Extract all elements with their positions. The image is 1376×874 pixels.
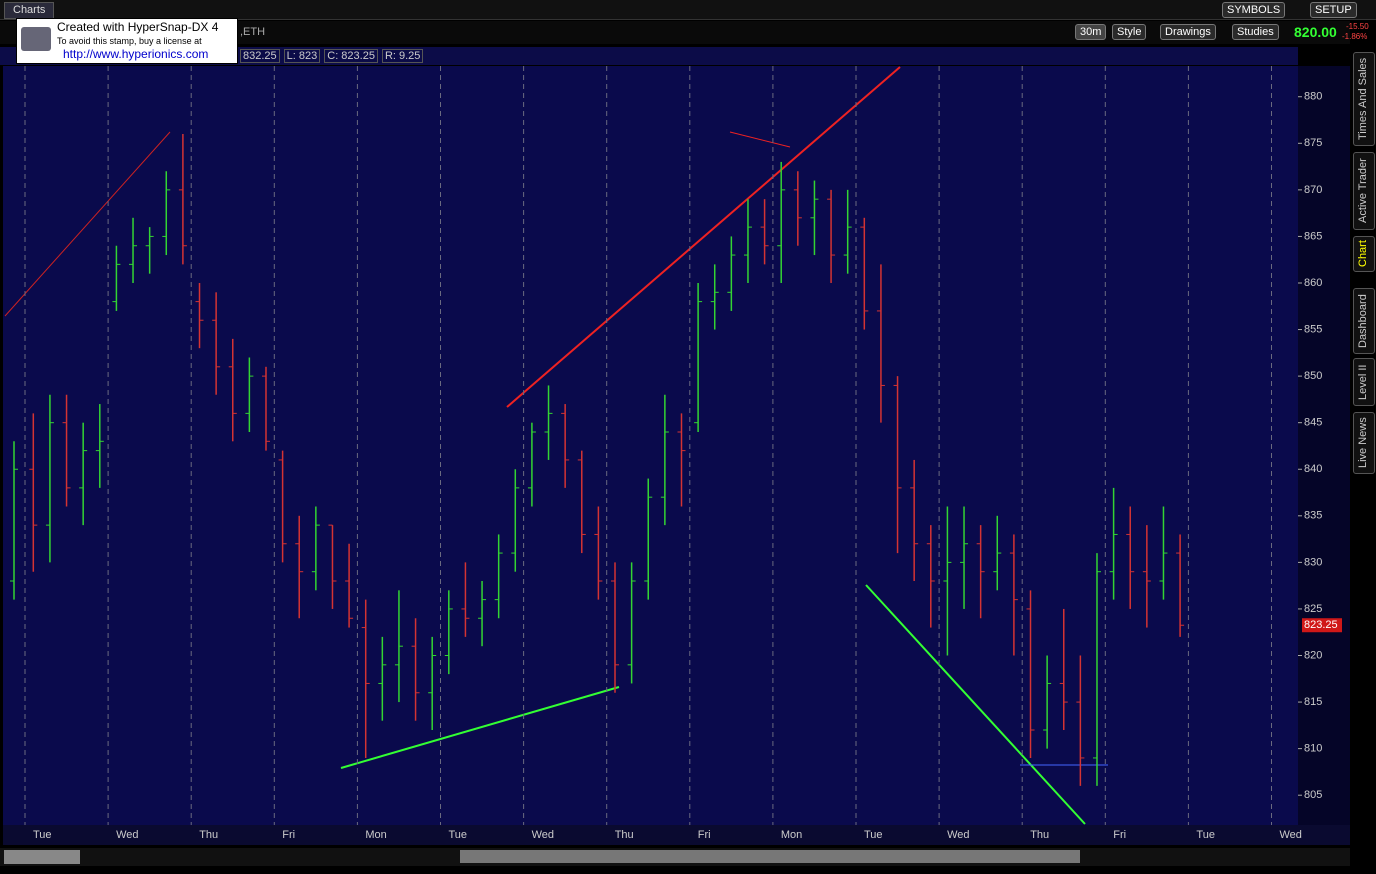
y-tick-label: 815	[1304, 696, 1322, 708]
price-axis	[1298, 66, 1350, 825]
x-tick-label: Mon	[781, 829, 802, 841]
y-tick-label: 855	[1304, 323, 1322, 335]
x-tick-label: Thu	[199, 829, 218, 841]
x-tick-label: Tue	[864, 829, 883, 841]
side-tab[interactable]: Live News	[1353, 412, 1375, 474]
info-item: C: 823.25	[324, 49, 378, 63]
style-button[interactable]: Style	[1112, 24, 1147, 40]
x-tick-label: Tue	[449, 829, 468, 841]
symbols-button[interactable]: SYMBOLS	[1222, 2, 1286, 18]
plot-area	[3, 66, 1298, 825]
side-tab[interactable]: Active Trader	[1353, 152, 1375, 230]
info-item: L: 823	[283, 49, 321, 63]
y-tick-label: 875	[1304, 137, 1322, 149]
y-tick-label: 870	[1304, 184, 1322, 196]
side-tab[interactable]: Times And Sales	[1353, 52, 1375, 146]
info-item: R: 9.25	[381, 49, 424, 63]
last-price-tag	[1302, 618, 1342, 633]
scroll-thumb[interactable]	[460, 850, 1080, 863]
symbol-suffix: ,ETH	[240, 26, 266, 38]
interval-button[interactable]: 30m	[1075, 24, 1107, 40]
x-tick-label: Thu	[1030, 829, 1049, 841]
trend-line	[506, 66, 901, 408]
y-tick-label: 865	[1304, 230, 1322, 242]
side-tab[interactable]: Level II	[1353, 358, 1375, 406]
y-tick-label: 835	[1304, 510, 1322, 522]
x-tick-label: Thu	[615, 829, 634, 841]
x-tick-label: Wed	[532, 829, 554, 841]
x-tick-label: Fri	[1113, 829, 1126, 841]
last-price-label: 823.25	[1304, 619, 1338, 631]
zoom-buttons[interactable]	[4, 850, 80, 864]
trend-line	[340, 686, 620, 769]
y-tick-label: 880	[1304, 91, 1322, 103]
x-tick-label: Wed	[116, 829, 138, 841]
toolbar	[0, 21, 1350, 44]
y-tick-label: 825	[1304, 603, 1322, 615]
trend-line	[4, 131, 171, 317]
info-item: 832.25	[240, 49, 280, 63]
last-price: 820.00	[1294, 24, 1337, 40]
y-tick-label: 830	[1304, 556, 1322, 568]
info: 832.25 L: 823 C: 823.25 R: 9.25	[240, 49, 424, 63]
x-tick-label: Fri	[282, 829, 295, 841]
studies-button[interactable]: Studies	[1232, 24, 1279, 40]
camera-icon	[21, 27, 51, 51]
change-pct: -1.86%	[1342, 32, 1368, 41]
change: -15.50	[1346, 22, 1369, 31]
side-tab[interactable]: Chart	[1353, 236, 1375, 272]
x-tick-label: Tue	[1196, 829, 1215, 841]
stamp: Created with HyperSnap-DX 4 To avoid thi…	[16, 18, 238, 64]
x-tick-label: Fri	[698, 829, 711, 841]
drawings-button[interactable]: Drawings	[1160, 24, 1216, 40]
x-tick-label: Wed	[1280, 829, 1302, 841]
y-tick-label: 820	[1304, 649, 1322, 661]
y-tick-label: 860	[1304, 277, 1322, 289]
stamp-line: To avoid this stamp, buy a license at	[57, 36, 202, 46]
y-tick-label: 805	[1304, 789, 1322, 801]
trend-line	[865, 584, 1086, 825]
time-axis	[3, 825, 1350, 845]
y-tick-label: 840	[1304, 463, 1322, 475]
y-tick-label: 850	[1304, 370, 1322, 382]
title-bar	[0, 0, 1376, 20]
trend-line	[729, 131, 791, 148]
x-tick-label: Mon	[365, 829, 386, 841]
stamp-title: Created with HyperSnap-DX 4	[57, 20, 219, 34]
x-tick-label: Wed	[947, 829, 969, 841]
side-tab[interactable]: Dashboard	[1353, 288, 1375, 354]
y-tick-label: 810	[1304, 743, 1322, 755]
setup-button[interactable]: SETUP	[1310, 2, 1357, 18]
y-tick-label: 845	[1304, 417, 1322, 429]
x-tick-label: Tue	[33, 829, 52, 841]
stamp-url[interactable]: http://www.hyperionics.com	[63, 47, 209, 61]
